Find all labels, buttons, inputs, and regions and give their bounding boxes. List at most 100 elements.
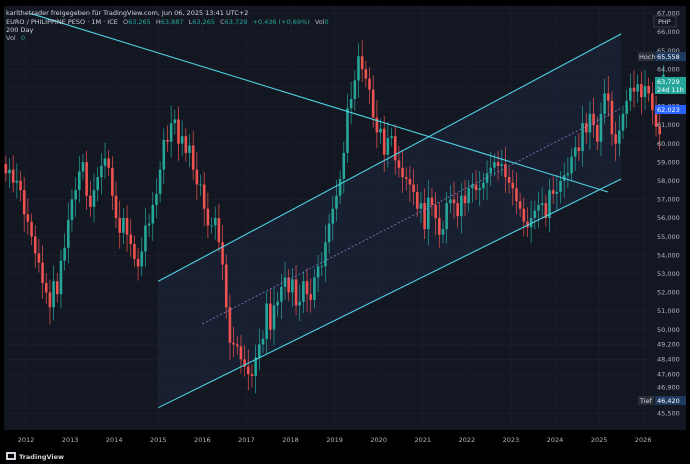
y-tick-label: 48,400: [657, 356, 680, 364]
y-tick-label: 57,000: [657, 196, 680, 204]
trendline-resistance-down: [30, 12, 609, 193]
candle-body: [551, 190, 555, 194]
candle-body: [125, 218, 129, 235]
trendline-channel-upper: [158, 33, 622, 282]
candle-body: [540, 203, 544, 205]
candle-body: [427, 197, 430, 230]
candle-body: [85, 162, 88, 196]
footer-brand[interactable]: TradingView: [19, 453, 64, 461]
candle-body: [107, 158, 110, 168]
candle-body: [169, 123, 173, 142]
trendlines: [30, 12, 622, 409]
candle-body: [471, 184, 474, 189]
candle-body: [364, 69, 368, 79]
y-tick-label: 60,000: [657, 140, 680, 148]
candle-body: [276, 301, 279, 306]
candle-body: [305, 281, 309, 295]
ohlc-o-value: 63,265: [128, 18, 151, 26]
price-tag-value: 63,729: [657, 78, 680, 86]
candle-body: [467, 188, 470, 204]
candle-body: [302, 281, 305, 302]
candle-body: [67, 219, 70, 248]
candle-body: [629, 87, 632, 101]
candle-body: [63, 247, 66, 261]
candle-body: [180, 136, 184, 144]
candle-body: [265, 303, 268, 339]
vol-line: Vol 0: [6, 34, 25, 42]
candle-body: [103, 158, 107, 166]
candle-body: [548, 190, 551, 218]
candle-body: [397, 160, 401, 168]
candle-body: [595, 125, 599, 142]
candle-body: [291, 279, 294, 293]
y-tick-label: 54,000: [657, 251, 680, 259]
y-tick-label: 52,000: [657, 289, 680, 297]
candle-body: [55, 281, 59, 295]
candle-body: [526, 221, 529, 228]
candle-body: [643, 85, 647, 98]
candle-body: [199, 184, 202, 186]
candle-body: [386, 138, 390, 155]
candle-body: [195, 169, 199, 185]
ma-tag-bg: [655, 105, 686, 114]
candle-body: [570, 156, 573, 174]
candle-body: [349, 98, 353, 109]
x-tick-label: 2012: [18, 436, 35, 444]
y-tick-label: 53,000: [657, 270, 680, 278]
candle-body: [390, 136, 393, 139]
candle-body: [581, 123, 584, 152]
y-axis: 45,500 46,900 47,600 48,400 49,200 50,000 51,0…: [657, 10, 680, 418]
candle-body: [239, 346, 243, 360]
tief-label: Tief: [639, 397, 653, 405]
candle-body: [496, 162, 500, 166]
candle-body: [217, 218, 221, 243]
candle-body: [188, 145, 191, 153]
candle-body: [254, 357, 257, 377]
vol-line-label: Vol: [6, 34, 16, 42]
candle-body: [651, 93, 654, 111]
candle-body: [529, 218, 533, 228]
y-tick-label: 51,000: [657, 307, 680, 315]
candle-body: [423, 203, 426, 230]
candle-body: [327, 223, 331, 243]
candle-body: [8, 169, 11, 174]
candle-body: [555, 191, 559, 194]
candle-body: [33, 236, 37, 254]
y-tick-label: 65,000: [657, 47, 680, 55]
candle-body: [11, 169, 15, 183]
tags: Hoch 65,558 63,729 24d 11h 62,023 Tief 4…: [638, 52, 686, 405]
candle-body: [247, 366, 250, 375]
candle-body: [4, 164, 8, 174]
candle-body: [371, 89, 375, 118]
candle-body: [294, 279, 298, 306]
candle-body: [607, 93, 610, 101]
currency-label: PHP: [658, 18, 671, 26]
y-tick-label: 47,600: [657, 370, 680, 378]
currency-box[interactable]: [653, 15, 677, 28]
tradingview-logo-icon[interactable]: [6, 452, 16, 460]
candle-body: [404, 177, 408, 179]
candle-body: [357, 56, 360, 81]
symbol-name: EURO / PHILIPPINE PESO · 1M · ICE: [6, 18, 118, 26]
candle-body: [614, 134, 617, 144]
y-tick-label: 45,500: [657, 409, 680, 417]
candle-body: [599, 113, 603, 142]
y-tick-label: 61,000: [657, 121, 680, 129]
y-tick-label: 64,000: [657, 65, 680, 73]
candle-body: [15, 180, 19, 183]
candle-body: [584, 123, 588, 133]
candle-body: [632, 87, 636, 92]
candle-body: [44, 283, 48, 293]
candle-body: [316, 266, 320, 278]
header-top-line: karlthetrader freigegeben für TradingVie…: [6, 9, 248, 17]
candle-body: [647, 85, 650, 94]
candle-body: [522, 208, 526, 222]
x-tick-label: 2026: [635, 436, 652, 444]
candle-body: [489, 167, 493, 174]
candle-body: [474, 184, 478, 191]
trendline-channel-mid: [202, 107, 622, 325]
candle-body: [452, 199, 456, 204]
candle-body: [140, 251, 144, 267]
x-tick-label: 2019: [326, 436, 343, 444]
y-tick-label: 56,000: [657, 214, 680, 222]
